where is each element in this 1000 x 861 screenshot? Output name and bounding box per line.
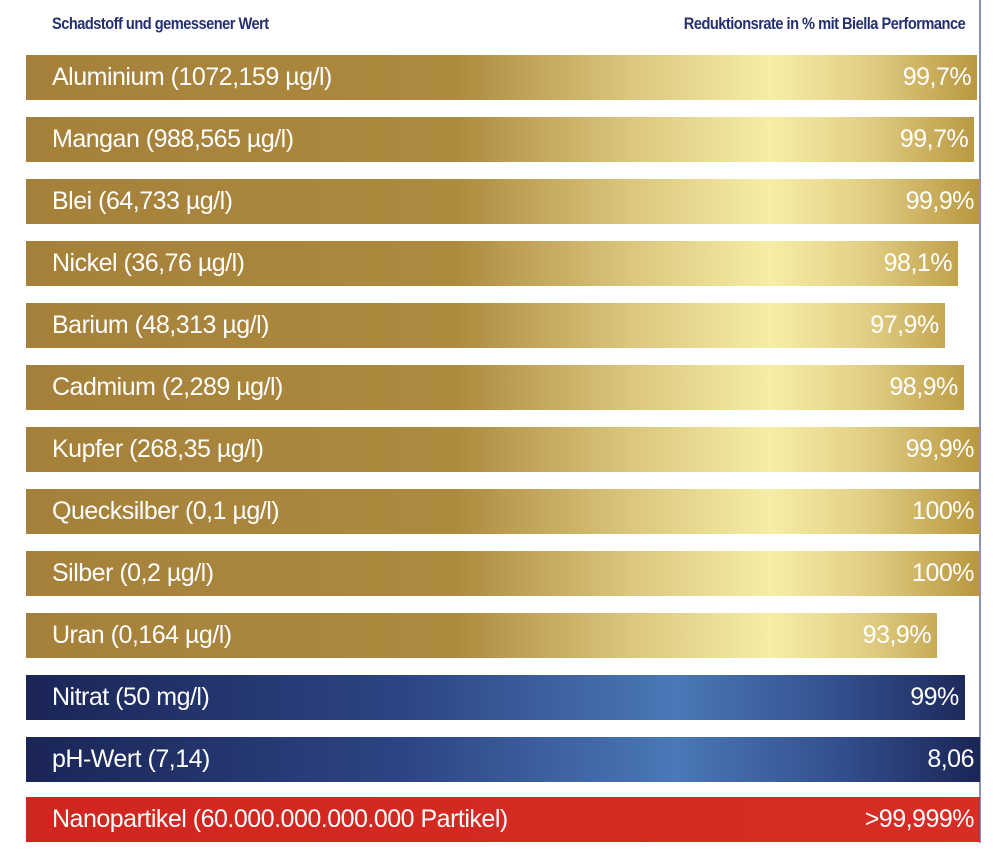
bar-label: Nanopartikel (60.000.000.000.000 Partike…: [52, 805, 508, 833]
bar-2: Blei (64,733 µg/l) 99,9%: [26, 179, 980, 224]
bar-label: pH-Wert (7,14): [52, 745, 210, 773]
axis-line: [979, 0, 981, 843]
bar-label: Uran (0,164 µg/l): [52, 621, 232, 649]
bar-7: Quecksilber (0,1 µg/l) 100%: [26, 489, 980, 534]
bar-label: Barium (48,313 µg/l): [52, 311, 270, 339]
bar-label: Aluminium (1072,159 µg/l): [52, 63, 332, 91]
bar-value: 98,9%: [889, 373, 958, 401]
bar-6: Kupfer (268,35 µg/l) 99,9%: [26, 427, 980, 472]
bar-0: Aluminium (1072,159 µg/l) 99,7%: [26, 55, 978, 100]
bar-label: Silber (0,2 µg/l): [52, 559, 214, 587]
bar-11: pH-Wert (7,14) 8,06: [26, 737, 980, 782]
bar-value: 100%: [912, 559, 974, 587]
bar-9: Uran (0,164 µg/l) 93,9%: [26, 613, 938, 658]
bar-label: Nitrat (50 mg/l): [52, 683, 210, 711]
bar-value: 93,9%: [862, 621, 932, 649]
bar-label: Blei (64,733 µg/l): [52, 187, 233, 215]
bar-label: Mangan (988,565 µg/l): [52, 125, 294, 153]
bar-value: 99,9%: [905, 435, 975, 463]
bar-5: Cadmium (2,289 µg/l) 98,9%: [26, 365, 964, 410]
bar-12: Nanopartikel (60.000.000.000.000 Partike…: [26, 797, 980, 842]
bar-10: Nitrat (50 mg/l) 99%: [26, 675, 965, 720]
bar-8: Silber (0,2 µg/l) 100%: [26, 551, 980, 596]
bar-label: Cadmium (2,289 µg/l): [52, 373, 283, 401]
bar-value: 99,7%: [902, 63, 972, 91]
bar-value: 97,9%: [870, 311, 939, 339]
header-pollutant-label: Schadstoff und gemessener Wert: [52, 14, 269, 33]
bar-value: 99%: [910, 683, 959, 711]
bar-value: 100%: [912, 497, 974, 525]
bar-3: Nickel (36,76 µg/l) 98,1%: [26, 241, 959, 286]
bar-label: Nickel (36,76 µg/l): [52, 249, 245, 277]
bar-value: 98,1%: [883, 249, 953, 277]
header-reduction-label: Reduktionsrate in % mit Biella Performan…: [683, 14, 966, 33]
bar-value: 99,9%: [905, 187, 975, 215]
bar-value: 99,7%: [899, 125, 969, 153]
bar-4: Barium (48,313 µg/l) 97,9%: [26, 303, 945, 348]
bar-value: 8,06: [927, 745, 974, 773]
bar-label: Quecksilber (0,1 µg/l): [52, 497, 280, 525]
bar-value: >99,999%: [864, 805, 975, 833]
bar-1: Mangan (988,565 µg/l) 99,7%: [26, 117, 975, 162]
bar-label: Kupfer (268,35 µg/l): [52, 435, 264, 463]
